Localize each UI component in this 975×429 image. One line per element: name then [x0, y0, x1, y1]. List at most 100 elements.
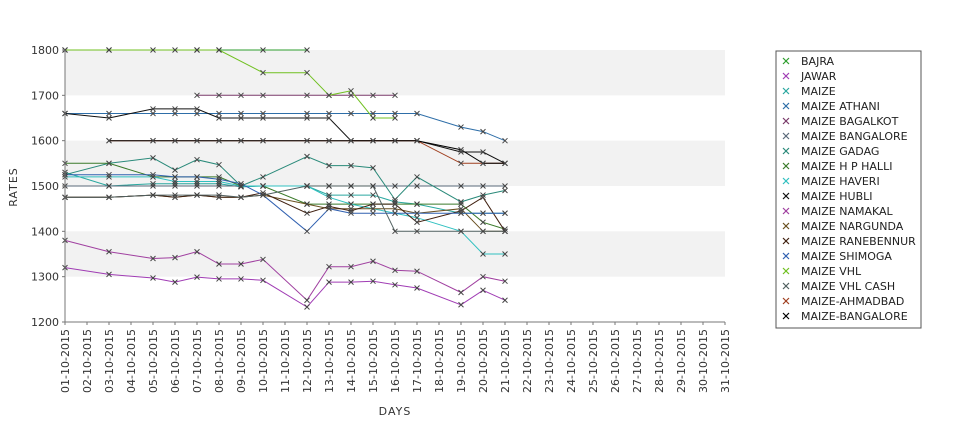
marker-stroke: [326, 92, 332, 99]
marker-stroke: [392, 267, 398, 274]
x-tick-label: 10-10-2015: [257, 329, 270, 393]
marker-stroke: [216, 178, 222, 185]
axes: 1200 1300 1400 1500 1600 1700 1800 01-10-2015 02…: [31, 44, 732, 393]
marker-stroke: [392, 137, 398, 144]
data-point: [370, 278, 376, 285]
marker-stroke: [326, 194, 332, 201]
data-point: [216, 276, 222, 282]
data-point: [106, 171, 112, 178]
marker-stroke: [260, 137, 266, 144]
grid-band: [65, 50, 725, 96]
data-point: [392, 110, 398, 117]
legend-label: MAIZE: [801, 85, 836, 98]
marker-stroke: [304, 228, 310, 235]
marker-stroke: [414, 201, 420, 207]
marker-stroke: [480, 183, 486, 189]
data-point: [480, 194, 486, 201]
data-point: [194, 178, 200, 185]
data-point: [392, 201, 398, 207]
marker-stroke: [392, 228, 398, 235]
marker-stroke: [414, 219, 420, 226]
data-point: [414, 174, 420, 180]
marker-stroke: [172, 192, 178, 198]
data-point: [304, 110, 310, 117]
data-point: [348, 205, 354, 212]
data-point: [260, 192, 266, 198]
marker-stroke: [458, 160, 464, 167]
marker-stroke: [480, 273, 486, 280]
data-point: [194, 106, 200, 112]
legend-item: MAIZE HAVERI: [782, 175, 880, 188]
legend-item: MAIZE NAMAKAL: [782, 205, 894, 218]
y-tick-label: 1300: [31, 271, 59, 284]
y-tick-label: 1200: [31, 316, 59, 329]
data-point: [194, 180, 200, 187]
data-point: [260, 115, 266, 121]
data-point: [458, 210, 464, 217]
data-point: [480, 160, 486, 167]
marker-stroke: [216, 110, 222, 117]
legend-label: MAIZE HAVERI: [801, 175, 880, 188]
marker-stroke: [502, 183, 508, 189]
legend-marker: [782, 147, 790, 155]
x-tick-label: 23-10-2015: [543, 329, 556, 393]
legend-marker: [782, 57, 790, 65]
x-tick-label: 17-10-2015: [411, 329, 424, 393]
marker-stroke: [392, 199, 398, 205]
data-point: [414, 137, 420, 144]
marker-stroke: [260, 47, 266, 53]
marker-stroke: [238, 261, 244, 267]
marker-stroke: [458, 301, 464, 308]
legend-item: MAIZE BANGALORE: [782, 130, 908, 143]
legend-marker: [782, 207, 790, 215]
x-tick-label: 31-10-2015: [719, 329, 732, 393]
data-point: [392, 196, 398, 203]
x-tick-label: 09-10-2015: [235, 329, 248, 393]
data-point: [172, 192, 178, 198]
marker-stroke: [480, 228, 486, 235]
legend-item: MAIZE: [782, 85, 836, 98]
marker-stroke: [502, 297, 508, 304]
marker-stroke: [172, 174, 178, 180]
marker-stroke: [172, 167, 178, 173]
marker-stroke: [414, 183, 420, 189]
marker-stroke: [238, 276, 244, 282]
marker-stroke: [326, 183, 332, 189]
marker-stroke: [458, 199, 464, 205]
data-point: [150, 155, 156, 161]
data-point: [238, 115, 244, 121]
marker-stroke: [348, 201, 354, 207]
x-tick-label: 19-10-2015: [455, 329, 468, 393]
marker-stroke: [458, 124, 464, 130]
data-point: [150, 106, 156, 112]
marker-stroke: [392, 210, 398, 217]
legend-label: MAIZE-BANGALORE: [801, 310, 908, 323]
marker-stroke: [260, 69, 266, 76]
data-point: [502, 160, 508, 167]
marker-stroke: [326, 162, 332, 169]
marker-stroke: [106, 174, 112, 180]
data-point: [502, 226, 508, 232]
marker-stroke: [502, 210, 508, 217]
marker-stroke: [348, 279, 354, 285]
marker-stroke: [370, 92, 376, 99]
marker-stroke: [194, 180, 200, 187]
data-point: [502, 297, 508, 304]
data-point: [326, 92, 332, 99]
data-point: [392, 281, 398, 288]
data-point: [480, 210, 486, 217]
marker-stroke: [348, 208, 354, 214]
legend-label: MAIZE NAMAKAL: [801, 205, 894, 218]
marker-stroke: [370, 165, 376, 171]
marker-stroke: [216, 194, 222, 201]
data-point: [326, 192, 332, 198]
marker-stroke: [348, 263, 354, 270]
data-point: [414, 219, 420, 226]
marker-stroke: [480, 149, 486, 155]
marker-stroke: [172, 279, 178, 285]
data-point: [194, 47, 200, 53]
x-tick-label: 06-10-2015: [169, 329, 182, 393]
data-point: [458, 199, 464, 205]
data-point: [370, 201, 376, 207]
